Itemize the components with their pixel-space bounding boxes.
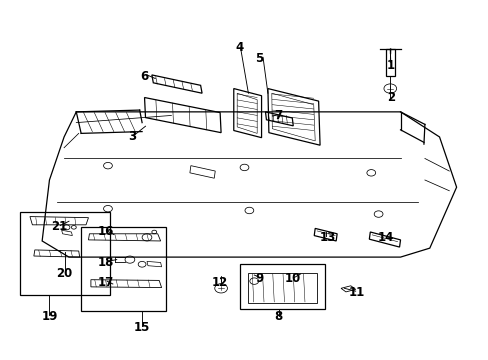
Text: 16: 16 bbox=[97, 225, 114, 238]
Text: 6: 6 bbox=[140, 69, 148, 82]
Bar bbox=[20, 212, 110, 295]
Text: 17: 17 bbox=[97, 276, 113, 289]
Text: 15: 15 bbox=[134, 320, 150, 333]
Text: 1: 1 bbox=[386, 59, 394, 72]
Text: 13: 13 bbox=[319, 231, 335, 244]
Bar bbox=[385, 49, 394, 76]
Text: 5: 5 bbox=[254, 51, 263, 64]
Text: 8: 8 bbox=[274, 310, 282, 323]
Text: 11: 11 bbox=[348, 287, 364, 300]
Bar bbox=[248, 273, 316, 303]
Text: 21: 21 bbox=[51, 220, 67, 233]
Text: 7: 7 bbox=[274, 109, 282, 122]
Bar bbox=[239, 264, 325, 309]
Text: 4: 4 bbox=[235, 41, 243, 54]
Text: 3: 3 bbox=[128, 130, 136, 144]
Text: 10: 10 bbox=[285, 272, 301, 285]
Text: 14: 14 bbox=[377, 231, 393, 244]
Text: 2: 2 bbox=[386, 91, 394, 104]
Text: 12: 12 bbox=[212, 276, 228, 289]
Text: 9: 9 bbox=[254, 272, 263, 285]
Text: 18: 18 bbox=[97, 256, 114, 269]
Text: 20: 20 bbox=[56, 267, 72, 280]
Text: 19: 19 bbox=[41, 310, 58, 323]
Bar bbox=[81, 226, 166, 311]
